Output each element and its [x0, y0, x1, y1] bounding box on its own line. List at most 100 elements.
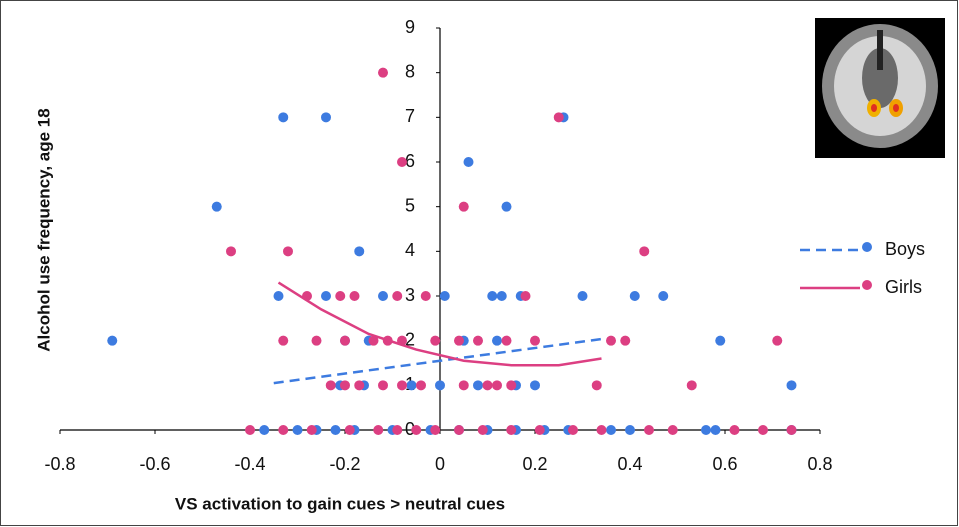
point	[435, 380, 445, 391]
point	[454, 335, 464, 346]
y-tick-label: 3	[405, 285, 415, 305]
legend-label: Girls	[885, 277, 922, 297]
legend-label: Boys	[885, 239, 925, 259]
point	[506, 380, 517, 391]
point	[473, 335, 483, 346]
point	[530, 380, 540, 391]
point	[397, 380, 407, 391]
point	[530, 335, 540, 346]
point	[606, 425, 616, 435]
point	[411, 425, 422, 435]
point	[392, 291, 403, 301]
point	[321, 112, 331, 123]
legend-marker	[862, 280, 872, 290]
point	[553, 112, 564, 123]
y-tick-label: 0	[405, 419, 415, 439]
y-tick-label: 8	[405, 61, 415, 81]
point	[278, 112, 289, 123]
point	[283, 246, 293, 257]
point	[496, 291, 507, 301]
x-axis-title: VS activation to gain cues > neutral cue…	[175, 494, 505, 513]
x-tick-label: -0.6	[139, 454, 170, 474]
point	[278, 335, 289, 346]
point	[420, 291, 431, 301]
point	[454, 425, 464, 435]
point	[406, 380, 417, 391]
x-tick-label: 0.2	[522, 454, 547, 474]
point	[501, 335, 512, 346]
point	[344, 425, 355, 435]
point	[477, 425, 488, 435]
y-axis-title: Alcohol use frequency, age 18	[34, 108, 53, 351]
y-tick-label: 5	[405, 195, 415, 215]
legend-marker	[862, 242, 872, 252]
point	[330, 425, 341, 435]
point	[463, 157, 474, 167]
point	[492, 380, 502, 391]
point	[378, 67, 388, 78]
y-tick-label: 6	[405, 151, 415, 171]
brain-inset	[815, 18, 945, 158]
point	[458, 201, 469, 212]
point	[710, 425, 721, 435]
point	[458, 380, 469, 391]
point	[373, 425, 384, 435]
point	[292, 425, 303, 435]
point	[506, 425, 517, 435]
x-tick-label: -0.8	[44, 454, 75, 474]
x-tick-label: -0.4	[234, 454, 265, 474]
point	[487, 291, 498, 301]
point	[378, 291, 388, 301]
y-tick-label: 4	[405, 240, 415, 260]
point	[577, 291, 588, 301]
x-tick-label: 0.8	[807, 454, 832, 474]
point	[439, 291, 450, 301]
point	[786, 425, 797, 435]
point	[321, 291, 331, 301]
y-tick-label: 7	[405, 106, 415, 126]
point	[534, 425, 545, 435]
point	[639, 246, 650, 257]
point	[245, 425, 255, 435]
x-tick-label: -0.2	[329, 454, 360, 474]
point	[335, 291, 346, 301]
point	[568, 425, 578, 435]
point	[667, 425, 678, 435]
point	[211, 201, 222, 212]
point	[354, 246, 365, 257]
point	[107, 335, 118, 346]
point	[378, 380, 388, 391]
point	[629, 291, 640, 301]
point	[473, 380, 483, 391]
point	[758, 425, 768, 435]
point	[349, 291, 360, 301]
point	[325, 380, 336, 391]
point	[306, 425, 317, 435]
y-tick-label: 2	[405, 329, 415, 349]
point	[729, 425, 740, 435]
point	[772, 335, 783, 346]
x-tick-label: 0	[435, 454, 445, 474]
point	[311, 335, 322, 346]
point	[226, 246, 236, 257]
point	[354, 380, 365, 391]
point	[273, 291, 284, 301]
y-tick-label: 9	[405, 17, 415, 37]
point	[625, 425, 635, 435]
point	[492, 335, 502, 346]
point	[520, 291, 531, 301]
point	[278, 425, 289, 435]
point	[430, 335, 441, 346]
point	[340, 380, 350, 391]
x-tick-label: 0.4	[617, 454, 642, 474]
fit-line	[273, 337, 607, 385]
point	[392, 425, 403, 435]
fit-line	[277, 281, 602, 367]
point	[397, 157, 407, 167]
point	[658, 291, 669, 301]
point	[591, 380, 602, 391]
point	[259, 425, 270, 435]
point	[596, 425, 607, 435]
